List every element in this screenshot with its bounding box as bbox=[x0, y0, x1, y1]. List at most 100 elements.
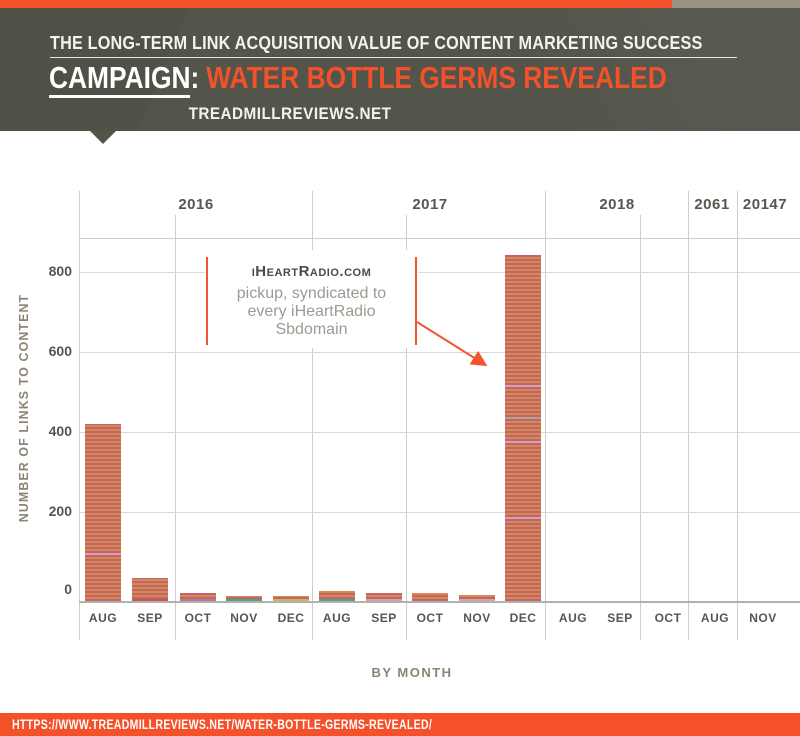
bar-stripe bbox=[505, 325, 541, 327]
month-label: AUG bbox=[322, 611, 352, 625]
bar-stripe bbox=[132, 595, 168, 597]
bar-stripe bbox=[505, 579, 541, 581]
bar-stripe bbox=[505, 347, 541, 349]
bar-stripe bbox=[505, 541, 541, 543]
annotation-callout: iHeartRadio.com pickup, syndicated to ev… bbox=[205, 250, 418, 348]
bar-oct-2017 bbox=[412, 593, 448, 601]
month-label: SEP bbox=[137, 611, 163, 625]
bar-stripe bbox=[132, 593, 168, 595]
bar-stripe bbox=[505, 293, 541, 295]
bar-stripe bbox=[85, 453, 121, 455]
bar-stripe bbox=[505, 487, 541, 489]
bar-stripe bbox=[505, 577, 541, 579]
bar-stripe bbox=[505, 403, 541, 405]
bar-stripe bbox=[505, 497, 541, 499]
bar-stripe bbox=[85, 457, 121, 459]
bar-stripe bbox=[505, 511, 541, 513]
bar-stripe bbox=[85, 443, 121, 445]
bar-stripe bbox=[132, 579, 168, 581]
bar-stripe bbox=[505, 345, 541, 347]
bar-stripe bbox=[505, 265, 541, 267]
bar-stripe bbox=[85, 583, 121, 585]
annotation-text-line: Sbdomain bbox=[275, 321, 348, 338]
month-label: DEC bbox=[509, 611, 537, 625]
bar-stripe bbox=[505, 311, 541, 313]
year-label: 2017 bbox=[412, 196, 448, 213]
bar-stripe bbox=[505, 599, 541, 601]
bar-stripe bbox=[85, 479, 121, 481]
bar-stripe bbox=[505, 301, 541, 303]
bar-stripe bbox=[85, 599, 121, 601]
bar-stripe bbox=[505, 445, 541, 447]
bar-stripe bbox=[505, 519, 541, 521]
bar-stripe bbox=[273, 599, 309, 601]
bar-stripe bbox=[505, 575, 541, 577]
bar-stripe bbox=[505, 437, 541, 439]
bar-stripe bbox=[85, 501, 121, 503]
bar-stripe bbox=[85, 581, 121, 583]
bar-stripe bbox=[505, 375, 541, 377]
bar-stripe bbox=[505, 441, 541, 443]
bar-stripe bbox=[505, 267, 541, 269]
bar-stripe bbox=[85, 427, 121, 429]
bar-stripe bbox=[505, 485, 541, 487]
bar-stripe bbox=[505, 503, 541, 505]
bar-aug-2017 bbox=[319, 591, 355, 601]
bar-stripe bbox=[85, 477, 121, 479]
bar-stripe bbox=[505, 307, 541, 309]
bar-stripe bbox=[319, 599, 355, 601]
bar-stripe bbox=[505, 587, 541, 589]
bar-stripe bbox=[505, 419, 541, 421]
bar-stripe bbox=[505, 551, 541, 553]
bar-stripe bbox=[505, 387, 541, 389]
gridline bbox=[79, 432, 800, 433]
bar-stripe bbox=[85, 435, 121, 437]
bar-stripe bbox=[505, 493, 541, 495]
bar-stripe bbox=[505, 417, 541, 419]
bar-stripe bbox=[366, 593, 402, 595]
bar-stripe bbox=[132, 597, 168, 599]
bar-stripe bbox=[505, 407, 541, 409]
bar-stripe bbox=[505, 395, 541, 397]
bar-stripe bbox=[85, 533, 121, 535]
bar-stripe bbox=[505, 471, 541, 473]
bar-stripe bbox=[366, 599, 402, 601]
bar-stripe bbox=[505, 355, 541, 357]
bar-stripe bbox=[505, 255, 541, 257]
bar-stripe bbox=[505, 427, 541, 429]
bar-stripe bbox=[180, 599, 216, 601]
bar-stripe bbox=[85, 563, 121, 565]
bar-stripe bbox=[505, 475, 541, 477]
bar-stripe bbox=[85, 523, 121, 525]
bar-stripe bbox=[505, 513, 541, 515]
bar-stripe bbox=[505, 409, 541, 411]
bar-stripe bbox=[505, 549, 541, 551]
bar-stripe bbox=[505, 285, 541, 287]
bar-stripe bbox=[505, 567, 541, 569]
bar-stripe bbox=[505, 561, 541, 563]
bar-stripe bbox=[85, 515, 121, 517]
bar-stripe bbox=[85, 593, 121, 595]
bar-stripe bbox=[85, 597, 121, 599]
year-label: 2016 bbox=[178, 196, 214, 213]
bar-stripe bbox=[132, 578, 168, 579]
bar-stripe bbox=[505, 381, 541, 383]
bar-sep-2017 bbox=[366, 593, 402, 601]
month-label: OCT bbox=[416, 611, 444, 625]
bar-stripe bbox=[85, 573, 121, 575]
bar-stripe bbox=[85, 595, 121, 597]
bar-stripe bbox=[85, 507, 121, 509]
annotation-text-line: every iHeartRadio bbox=[247, 303, 376, 320]
bar-stripe bbox=[505, 459, 541, 461]
bar-stripe bbox=[505, 569, 541, 571]
year-label: 20147 bbox=[742, 196, 788, 213]
bar-stripe bbox=[505, 257, 541, 259]
bar-stripe bbox=[505, 263, 541, 265]
bar-stripe bbox=[505, 481, 541, 483]
bar-stripe bbox=[505, 359, 541, 361]
bar-stripe bbox=[505, 273, 541, 275]
bar-stripe bbox=[505, 317, 541, 319]
bar-stripe bbox=[85, 463, 121, 465]
bar-stripe bbox=[319, 595, 355, 597]
bar-stripe bbox=[85, 545, 121, 547]
